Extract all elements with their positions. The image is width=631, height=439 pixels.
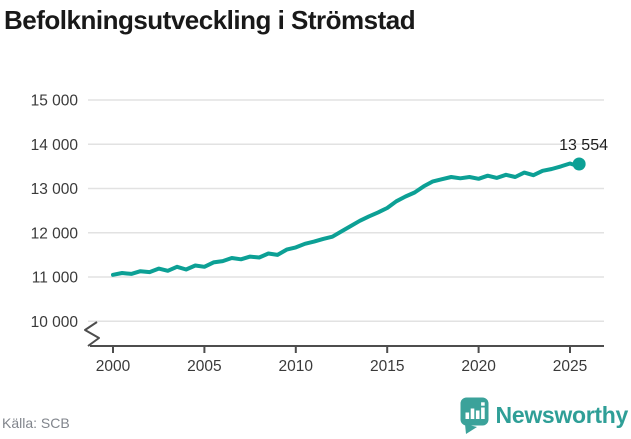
x-axis-tick-label: 2015 <box>370 358 404 375</box>
population-line-chart: 10 000 11 000 12 000 13 000 14 000 15 000 2000… <box>31 93 609 376</box>
y-axis-tick-label: 15 000 <box>31 93 79 110</box>
source-label: Källa: SCB <box>2 415 70 431</box>
y-axis-tick-label: 12 000 <box>31 225 79 242</box>
series-end-dot <box>572 157 586 171</box>
chart-footer: Källa: SCB Newsworthy <box>0 397 631 439</box>
x-axis-tick-label: 2005 <box>187 358 221 375</box>
x-axis-tick-label: 2020 <box>461 358 496 375</box>
x-axis-tick-label: 2010 <box>279 358 314 375</box>
axis-break-icon <box>84 321 100 347</box>
y-axis-tick-label: 13 000 <box>31 181 79 198</box>
x-axis-tick-label: 2025 <box>553 358 587 375</box>
y-axis-tick-label: 11 000 <box>32 270 79 287</box>
y-axis-tick-label: 10 000 <box>31 314 79 331</box>
newsworthy-brand: Newsworthy <box>460 397 628 434</box>
x-axis-tick-label: 2000 <box>96 358 131 375</box>
y-axis-tick-label: 14 000 <box>31 137 79 154</box>
population-series-line <box>111 161 582 277</box>
newsworthy-brand-name: Newsworthy <box>495 402 629 428</box>
newsworthy-logo-icon <box>460 397 489 434</box>
series-end-value-label: 13 554 <box>559 137 608 154</box>
chart-title: Befolkningsutveckling i Strömstad <box>4 5 416 35</box>
